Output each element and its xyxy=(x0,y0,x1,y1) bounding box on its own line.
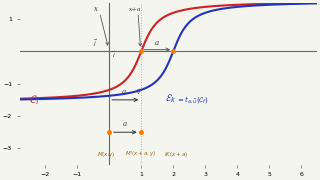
Text: $\vec{v}$: $\vec{v}$ xyxy=(136,88,142,97)
Text: a: a xyxy=(122,88,126,96)
Text: $\vec{i}$: $\vec{i}$ xyxy=(112,50,116,60)
Text: $M(x_i y)$: $M(x_i y)$ xyxy=(97,150,115,159)
Text: $= t_{a,\vec{u}}(\mathcal{C}_f)$: $= t_{a,\vec{u}}(\mathcal{C}_f)$ xyxy=(176,94,210,105)
Text: $\vec{j}$: $\vec{j}$ xyxy=(93,38,98,50)
Text: x: x xyxy=(94,5,99,13)
Text: x+a: x+a xyxy=(129,7,142,12)
Text: $iK(x+a)$: $iK(x+a)$ xyxy=(164,150,188,159)
Text: $M'(x+a, y)$: $M'(x+a, y)$ xyxy=(125,150,157,159)
Text: $\mathcal{C}_f$: $\mathcal{C}_f$ xyxy=(29,93,41,107)
Text: $\mathcal{E}_k$: $\mathcal{E}_k$ xyxy=(165,93,177,105)
Text: a: a xyxy=(155,39,159,48)
Text: a: a xyxy=(123,120,127,128)
